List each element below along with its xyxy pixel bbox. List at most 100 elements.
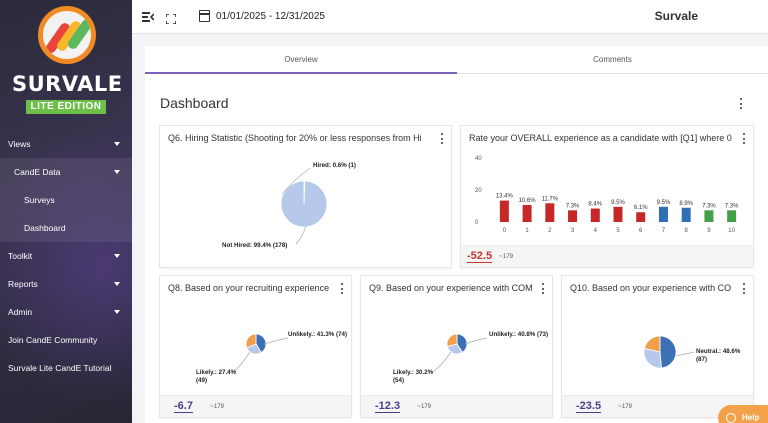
bar-3[interactable] <box>568 210 578 222</box>
score-value[interactable]: -52.5 <box>467 250 493 263</box>
logo-mark-icon <box>38 6 96 64</box>
bar-value-label: 6.1% <box>634 205 648 211</box>
card-q10-experience: Q10. Based on your experience with CO Ne… <box>562 276 753 417</box>
help-label: Help <box>742 413 760 422</box>
bar-9[interactable] <box>704 210 714 222</box>
card-title: Q10. Based on your experience with CO <box>570 283 732 293</box>
y-tick-label: 20 <box>475 188 482 194</box>
card-footer: -6.7 ~ 179 <box>160 395 351 417</box>
pie-slice-neutral[interactable] <box>446 333 458 347</box>
sidebar-item-dashboard[interactable]: Dashboard <box>0 214 132 242</box>
card-overall-experience: Rate your OVERALL experience as a candid… <box>461 126 753 267</box>
sidebar-item-reports[interactable]: Reports <box>0 270 132 298</box>
bar-7[interactable] <box>658 206 668 222</box>
survale-logo[interactable]: SURVALE LITE EDITION <box>12 6 123 118</box>
sidebar-item-label: Join CandE Community <box>8 335 98 345</box>
chevron-down-icon <box>114 254 120 258</box>
main-panel: Overview Comments Dashboard Q6. Hiring S… <box>145 46 768 423</box>
y-tick-label: 40 <box>475 156 482 162</box>
response-count: 179 <box>214 404 225 410</box>
logo-wordmark: SURVALE <box>12 72 123 96</box>
bar-value-label: 10.6% <box>519 198 537 204</box>
bar-0[interactable] <box>499 200 509 222</box>
chevron-down-icon <box>114 310 120 314</box>
help-button[interactable]: Help <box>718 405 768 423</box>
sidebar-item-admin[interactable]: Admin <box>0 298 132 326</box>
y-tick-label: 0 <box>475 220 479 226</box>
x-tick-label: 7 <box>662 228 666 234</box>
bar-8[interactable] <box>681 207 691 222</box>
bar-value-label: 9.5% <box>611 200 625 206</box>
bar-value-label: 7.3% <box>566 203 580 209</box>
bar-value-label: 7.3% <box>702 203 716 209</box>
card-footer: -23.5 ~ 179 <box>562 395 753 417</box>
pie-label-hired: Hired: 0.6% (1) <box>313 162 356 169</box>
pie-slice-neutral[interactable] <box>245 333 257 349</box>
tab-bar: Overview Comments <box>145 46 768 74</box>
sidebar-nav: Views CandE Data Surveys Dashboard Toolk… <box>0 130 132 382</box>
card-title: Rate your OVERALL experience as a candid… <box>469 133 732 143</box>
pie-slice-likely[interactable] <box>643 347 662 369</box>
sidebar-background-glow <box>0 120 132 420</box>
card-menu-icon[interactable] <box>742 283 746 295</box>
bar-1[interactable] <box>522 205 532 222</box>
pie-slice-unlikely[interactable] <box>643 335 661 353</box>
card-menu-icon[interactable] <box>440 133 444 145</box>
bar-5[interactable] <box>613 206 623 222</box>
tab-overview[interactable]: Overview <box>145 46 457 74</box>
card-q6-hiring-statistic: Q6. Hiring Statistic (Shooting for 20% o… <box>160 126 451 267</box>
pie-label-likely: Likely.: 30.2% (54) <box>393 369 434 384</box>
bar-4[interactable] <box>590 208 600 222</box>
q10-pie-slices <box>643 335 677 369</box>
score-value[interactable]: -6.7 <box>174 400 193 413</box>
app-title: Survale <box>654 9 698 23</box>
sidebar-item-toolkit[interactable]: Toolkit <box>0 242 132 270</box>
sidebar-item-tutorial[interactable]: Survale Lite CandE Tutorial <box>0 354 132 382</box>
sidebar-item-join-community[interactable]: Join CandE Community <box>0 326 132 354</box>
chevron-down-icon <box>114 142 120 146</box>
score-value[interactable]: -12.3 <box>375 400 401 413</box>
bar-10[interactable] <box>727 210 737 222</box>
tab-comments[interactable]: Comments <box>593 55 632 64</box>
card-menu-icon[interactable] <box>541 283 545 295</box>
sidebar: SURVALE LITE EDITION Views CandE Data Su… <box>0 0 132 423</box>
pie-slice-neutral[interactable] <box>659 335 677 369</box>
overall-experience-bar-chart: 0 20 40 13.4% 0 10.6% 1 11.7% 2 7.3% 3 8.4% 4 9.5% 5 6… <box>475 156 739 234</box>
fullscreen-icon[interactable] <box>165 11 177 25</box>
bar-value-label: 9.5% <box>657 200 671 206</box>
card-footer: -52.5 ~ 179 <box>461 245 753 267</box>
sidebar-item-cande-data[interactable]: CandE Data <box>0 158 132 186</box>
bar-value-label: 8.9% <box>679 201 693 207</box>
calendar-icon[interactable] <box>199 10 210 22</box>
sidebar-item-surveys[interactable]: Surveys <box>0 186 132 214</box>
x-tick-label: 6 <box>639 228 643 234</box>
logo-edition-badge: LITE EDITION <box>26 100 106 114</box>
x-tick-label: 5 <box>616 228 620 234</box>
card-menu-icon[interactable] <box>340 283 344 295</box>
pie-label-unlikely: Unlikely.: 41.3% (74) <box>288 331 348 338</box>
response-count-icon: ~ <box>417 404 421 410</box>
score-value[interactable]: -23.5 <box>576 400 602 413</box>
x-tick-label: 2 <box>548 228 552 234</box>
sidebar-item-label: Views <box>8 139 31 149</box>
dashboard-more-icon[interactable] <box>739 98 743 110</box>
response-count-icon: ~ <box>499 254 503 260</box>
top-bar: 01/01/2025 - 12/31/2025 Survale <box>132 0 768 34</box>
date-range-picker[interactable]: 01/01/2025 - 12/31/2025 <box>216 11 325 22</box>
response-count: 179 <box>622 404 633 410</box>
sidebar-item-views[interactable]: Views <box>0 130 132 158</box>
x-tick-label: 8 <box>685 228 689 234</box>
card-title: Q8. Based on your recruiting experience <box>168 283 330 293</box>
bar-value-label: 8.4% <box>588 202 602 208</box>
bar-value-label: 13.4% <box>496 194 514 200</box>
card-menu-icon[interactable] <box>742 133 746 145</box>
x-tick-label: 0 <box>503 228 507 234</box>
response-count: 179 <box>421 404 432 410</box>
bar-6[interactable] <box>636 212 646 222</box>
pie-label-not-hired: Not Hired: 99.4% (178) <box>222 242 288 249</box>
collapse-menu-icon[interactable] <box>142 11 154 23</box>
bar-2[interactable] <box>545 203 555 222</box>
page-title: Dashboard <box>160 95 229 111</box>
response-count-icon: ~ <box>210 404 214 410</box>
bar-value-label: 7.3% <box>725 203 739 209</box>
